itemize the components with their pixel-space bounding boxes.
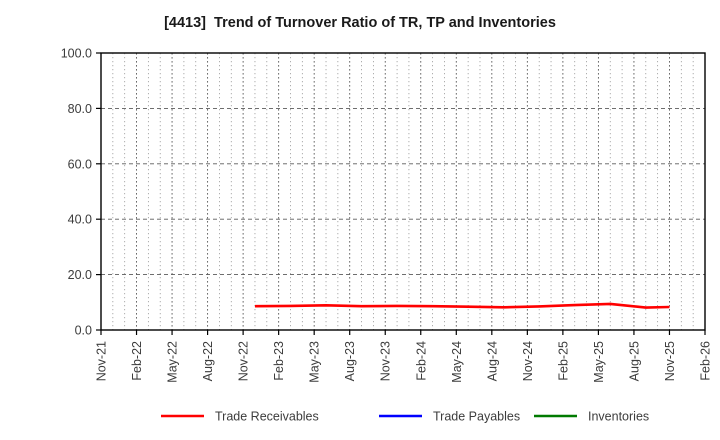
- x-axis-tick-label: Nov-23: [379, 341, 393, 381]
- x-axis-ticks: [100, 330, 706, 335]
- data-series-group: [254, 302, 670, 309]
- x-axis-tick-label: Nov-21: [95, 341, 109, 381]
- legend-label-1: Trade Receivables: [215, 410, 319, 424]
- y-axis-tick-label: 80.0: [68, 102, 92, 116]
- x-axis-tick-label: Feb-23: [272, 341, 286, 381]
- x-axis-tick-label: Aug-24: [485, 341, 499, 381]
- x-axis-tick-labels: Nov-21 Feb-22 May-22 Aug-22 Nov-22 Feb-23 May-…: [95, 341, 713, 383]
- horizontal-gridlines: [101, 107, 705, 276]
- x-axis-tick-label: May-22: [166, 341, 180, 383]
- legend-label-2: Trade Payables: [433, 410, 520, 424]
- x-axis-tick-label: Feb-26: [699, 341, 713, 381]
- y-axis-tick-label: 40.0: [68, 213, 92, 227]
- x-axis-tick-label: Nov-22: [237, 341, 251, 381]
- plot-area-background: [101, 53, 705, 330]
- x-axis-tick-label: May-23: [308, 341, 322, 383]
- y-axis-tick-label: 100.0: [61, 47, 92, 61]
- x-axis-tick-label: May-25: [592, 341, 606, 383]
- series-line: [254, 302, 670, 309]
- chart-legend: Trade Receivables Trade Payables Inventori…: [161, 410, 649, 424]
- x-axis-tick-label: Feb-24: [414, 341, 428, 381]
- y-axis-ticks: [96, 52, 101, 331]
- plot-frame: [100, 52, 706, 331]
- chart-title: [4413] Trend of Turnover Ratio of TR, TP…: [164, 15, 556, 31]
- y-axis-tick-label: 20.0: [68, 268, 92, 282]
- x-axis-tick-label: May-24: [450, 341, 464, 383]
- legend-label-3: Inventories: [588, 410, 649, 424]
- y-axis-tick-labels: 100.0 80.0 60.0 40.0 20.0 0.0: [61, 47, 92, 338]
- x-axis-tick-label: Nov-24: [521, 341, 535, 381]
- y-axis-tick-label: 60.0: [68, 157, 92, 171]
- x-axis-tick-label: Aug-23: [343, 341, 357, 381]
- x-axis-tick-label: Aug-25: [627, 341, 641, 381]
- x-axis-tick-label: Feb-22: [130, 341, 144, 381]
- x-axis-tick-label: Feb-25: [556, 341, 570, 381]
- x-axis-tick-label: Nov-25: [663, 341, 677, 381]
- x-axis-tick-label: Aug-22: [201, 341, 215, 381]
- y-axis-tick-label: 0.0: [75, 324, 92, 338]
